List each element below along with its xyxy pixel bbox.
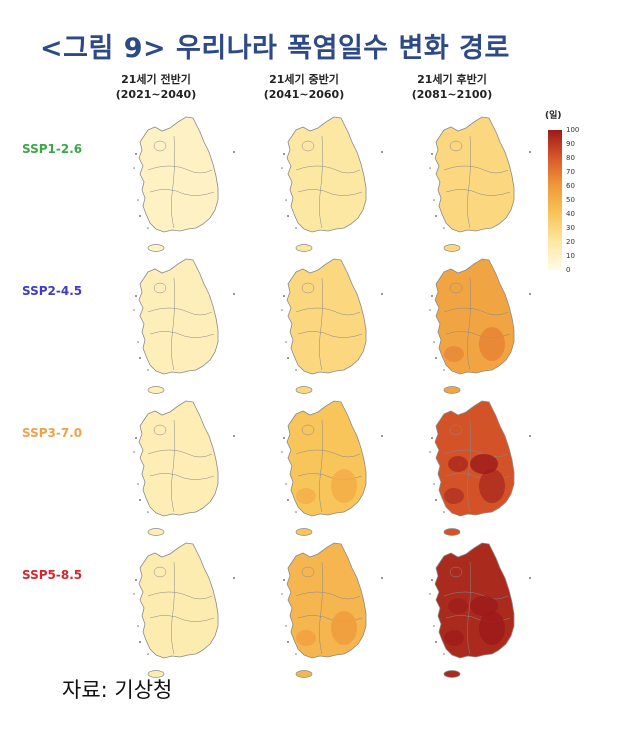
- column-header-label: 21세기 후반기: [417, 73, 487, 86]
- source-note: 자료: 기상청: [62, 678, 173, 702]
- column-header-mid: 21세기 중반기 (2041~2060): [234, 72, 374, 102]
- column-header-label: 21세기 중반기: [269, 73, 339, 86]
- legend-tick-label: 50: [566, 196, 575, 204]
- row-label-ssp245: SSP2-4.5: [22, 284, 83, 298]
- row-label-ssp370: SSP3-7.0: [22, 426, 83, 440]
- heatwave-map-ssp245-late: [396, 252, 546, 402]
- row-label-ssp126: SSP1-2.6: [22, 142, 83, 156]
- column-header-period: (2081~2100): [411, 88, 493, 101]
- legend-ticks: 100 90 80 70 60 50 40 30 20 10 0: [566, 126, 596, 274]
- legend-tick-label: 20: [566, 238, 575, 246]
- row-label-ssp585: SSP5-8.5: [22, 568, 83, 582]
- heatwave-map-ssp585-early: [100, 536, 250, 686]
- legend-tick-label: 30: [566, 224, 575, 232]
- legend-tick-label: 10: [566, 252, 575, 260]
- heatwave-map-ssp370-early: [100, 394, 250, 544]
- heatwave-map-ssp245-mid: [248, 252, 398, 402]
- heatwave-map-ssp585-late: [396, 536, 546, 686]
- legend-tick-label: 80: [566, 154, 575, 162]
- column-header-label: 21세기 전반기: [121, 73, 191, 86]
- legend-tick-label: 60: [566, 182, 575, 190]
- column-header-early: 21세기 전반기 (2021~2040): [86, 72, 226, 102]
- legend-tick-label: 100: [566, 126, 580, 134]
- heatwave-map-ssp585-mid: [248, 536, 398, 686]
- heatwave-map-ssp370-mid: [248, 394, 398, 544]
- legend-tick-label: 0: [566, 266, 571, 274]
- heatwave-map-ssp126-mid: [248, 110, 398, 260]
- legend-tick-label: 40: [566, 210, 575, 218]
- heatwave-map-ssp245-early: [100, 252, 250, 402]
- legend-title: (일): [545, 111, 562, 121]
- legend-color-bar: [548, 130, 562, 270]
- column-header-late: 21세기 후반기 (2081~2100): [382, 72, 522, 102]
- heatwave-map-ssp126-late: [396, 110, 546, 260]
- legend-tick-label: 90: [566, 140, 575, 148]
- heatwave-map-ssp126-early: [100, 110, 250, 260]
- legend-tick-label: 70: [566, 168, 575, 176]
- heatwave-map-ssp370-late: [396, 394, 546, 544]
- column-header-period: (2041~2060): [263, 88, 345, 101]
- column-header-period: (2021~2040): [115, 88, 197, 101]
- figure-title: <그림 9> 우리나라 폭염일수 변화 경로: [40, 33, 510, 64]
